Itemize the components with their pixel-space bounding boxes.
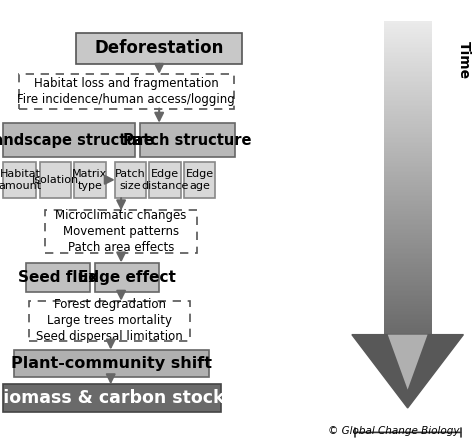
FancyBboxPatch shape <box>3 123 135 157</box>
FancyBboxPatch shape <box>74 162 106 198</box>
FancyBboxPatch shape <box>45 210 197 253</box>
Text: Biomass & carbon stocks: Biomass & carbon stocks <box>0 389 235 407</box>
FancyBboxPatch shape <box>115 162 146 198</box>
FancyBboxPatch shape <box>76 33 242 64</box>
Text: Edge
distance: Edge distance <box>141 169 189 191</box>
FancyBboxPatch shape <box>19 74 234 109</box>
Polygon shape <box>352 335 464 408</box>
FancyBboxPatch shape <box>149 162 181 198</box>
Text: © Global Change Biology: © Global Change Biology <box>328 426 460 436</box>
Text: Habitat loss and fragmentation
Fire incidence/human access/logging: Habitat loss and fragmentation Fire inci… <box>18 77 235 106</box>
FancyBboxPatch shape <box>3 384 221 412</box>
Text: Patch
size: Patch size <box>115 169 146 191</box>
FancyBboxPatch shape <box>29 301 190 341</box>
Text: Seed flux: Seed flux <box>18 270 98 285</box>
FancyBboxPatch shape <box>26 262 90 292</box>
Text: Plant-community shift: Plant-community shift <box>11 356 212 371</box>
FancyBboxPatch shape <box>140 123 235 157</box>
Text: Edge
age: Edge age <box>186 169 214 191</box>
FancyBboxPatch shape <box>184 162 215 198</box>
Text: Landscape structure: Landscape structure <box>0 133 154 148</box>
FancyBboxPatch shape <box>40 162 71 198</box>
Text: Microclimatic changes
Movement patterns
Patch area effects: Microclimatic changes Movement patterns … <box>55 209 187 254</box>
Text: Habitat
amount: Habitat amount <box>0 169 41 191</box>
Text: Matrix
type: Matrix type <box>73 169 108 191</box>
FancyBboxPatch shape <box>3 162 36 198</box>
Text: Forest degradation
Large trees mortality
Seed dispersal limitation: Forest degradation Large trees mortality… <box>36 298 183 343</box>
Text: Isolation: Isolation <box>32 175 79 185</box>
Text: Edge effect: Edge effect <box>78 270 176 285</box>
FancyBboxPatch shape <box>14 350 210 378</box>
Text: Time: Time <box>456 41 470 79</box>
Text: Deforestation: Deforestation <box>94 39 224 57</box>
FancyBboxPatch shape <box>95 262 159 292</box>
Polygon shape <box>388 335 428 390</box>
Text: Patch structure: Patch structure <box>123 133 252 148</box>
